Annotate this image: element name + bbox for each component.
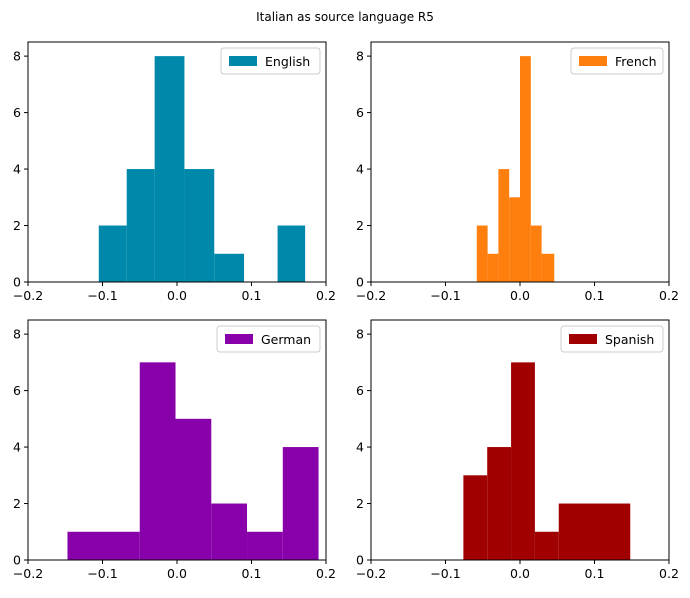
legend-swatch [579, 56, 607, 66]
y-tick-label: 4 [356, 440, 364, 455]
histogram-bar [558, 503, 631, 560]
histogram-bar [530, 225, 542, 282]
histogram-bar [509, 197, 520, 282]
x-tick-label: −0.1 [430, 566, 460, 581]
legend-box [570, 47, 664, 75]
legend: English [220, 47, 321, 75]
histogram-bar [98, 225, 127, 282]
y-tick-label: 0 [13, 275, 21, 290]
x-tick-label: −0.2 [13, 288, 43, 303]
histogram-bar [67, 531, 140, 560]
y-tick-label: 6 [356, 383, 364, 398]
x-tick-label: −0.2 [356, 288, 386, 303]
subplot-grid: −0.2 −0.1 0.0 0.1 0.2 0 2 4 6 8 English −0.2 −0.1 0.0… [13, 41, 679, 581]
histogram-bar [214, 253, 245, 282]
x-tick-label: −0.2 [13, 566, 43, 581]
legend-label: Spanish [605, 332, 654, 347]
histogram-bar [511, 362, 535, 560]
x-tick-label: −0.1 [430, 288, 460, 303]
legend-label: English [265, 54, 310, 69]
legend-swatch [569, 334, 597, 344]
y-tick-label: 0 [13, 553, 21, 568]
histogram-bar [154, 56, 185, 282]
x-tick-label: 0.1 [585, 566, 605, 581]
histogram-bar [541, 253, 555, 282]
y-tick-label: 6 [13, 383, 21, 398]
y-tick-label: 0 [356, 275, 364, 290]
histogram-bar [175, 418, 212, 560]
x-tick-label: 0.2 [659, 288, 679, 303]
x-tick-label: 0.0 [510, 566, 530, 581]
histogram-bar [277, 225, 306, 282]
x-tick-label: 0.2 [316, 288, 336, 303]
legend-box [560, 325, 664, 353]
histogram-bar [126, 169, 155, 282]
y-tick-label: 8 [13, 327, 21, 342]
y-tick-label: 4 [356, 162, 364, 177]
y-tick-label: 8 [356, 49, 364, 64]
y-tick-label: 2 [356, 496, 364, 511]
x-tick-label: −0.1 [87, 288, 117, 303]
x-tick-label: 0.2 [659, 566, 679, 581]
legend: German [216, 325, 321, 353]
y-tick-label: 2 [356, 218, 364, 233]
subplot-german: −0.2 −0.1 0.0 0.1 0.2 0 2 4 6 8 German [13, 319, 336, 581]
subplot-spanish: −0.2 −0.1 0.0 0.1 0.2 0 2 4 6 8 Spanish [356, 319, 679, 581]
histogram-bar [211, 503, 248, 560]
y-tick-label: 2 [13, 496, 21, 511]
legend-swatch [229, 56, 257, 66]
x-tick-label: 0.0 [167, 566, 187, 581]
histogram-bar [139, 362, 176, 560]
x-tick-label: −0.1 [87, 566, 117, 581]
y-tick-label: 4 [13, 440, 21, 455]
histogram-bar [487, 253, 499, 282]
y-tick-label: 6 [356, 105, 364, 120]
y-tick-label: 6 [13, 105, 21, 120]
histogram-bar [498, 169, 510, 282]
legend-label: German [261, 332, 311, 347]
x-tick-label: 0.1 [242, 288, 262, 303]
y-tick-label: 8 [13, 49, 21, 64]
subplot-french: −0.2 −0.1 0.0 0.1 0.2 0 2 4 6 8 French [356, 41, 679, 303]
x-tick-label: −0.2 [356, 566, 386, 581]
legend-box [216, 325, 321, 353]
x-tick-label: 0.1 [242, 566, 262, 581]
histogram-bar [520, 56, 531, 282]
histogram-bar [463, 475, 488, 560]
y-tick-label: 0 [356, 553, 364, 568]
histogram-bar [282, 447, 319, 560]
histogram-bar [184, 169, 215, 282]
y-tick-label: 4 [13, 162, 21, 177]
figure-title: Italian as source language R5 [256, 10, 434, 24]
legend-box [220, 47, 321, 75]
y-tick-label: 8 [356, 327, 364, 342]
histogram-bar [534, 531, 559, 560]
x-tick-label: 0.1 [585, 288, 605, 303]
subplot-english: −0.2 −0.1 0.0 0.1 0.2 0 2 4 6 8 English [13, 41, 336, 303]
histogram-bar [247, 531, 283, 560]
y-tick-label: 2 [13, 218, 21, 233]
legend-swatch [225, 334, 253, 344]
histogram-bar [487, 447, 512, 560]
x-tick-label: 0.0 [510, 288, 530, 303]
x-tick-label: 0.0 [167, 288, 187, 303]
legend: Spanish [560, 325, 664, 353]
legend: French [570, 47, 664, 75]
histogram-bar [476, 225, 488, 282]
x-tick-label: 0.2 [316, 566, 336, 581]
legend-label: French [615, 54, 657, 69]
